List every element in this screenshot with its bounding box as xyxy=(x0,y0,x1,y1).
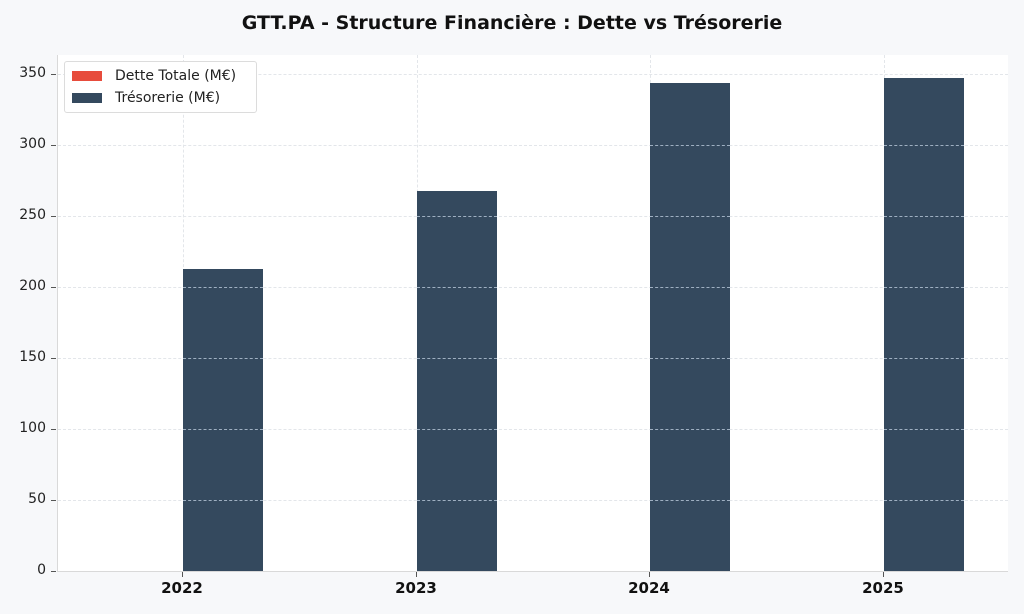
x-tick-mark xyxy=(883,572,884,577)
y-tick-mark xyxy=(51,428,56,430)
chart-title: GTT.PA - Structure Financière : Dette vs… xyxy=(241,12,783,34)
x-tick-label: 2024 xyxy=(628,579,670,597)
bar-gridline xyxy=(650,428,730,430)
x-tick-label: 2023 xyxy=(395,579,437,597)
plot-area xyxy=(57,55,1008,572)
h-gridline xyxy=(58,73,1008,75)
bar-tresorerie-2022 xyxy=(183,268,263,571)
h-gridline xyxy=(58,215,1008,217)
legend-swatch-tresorerie xyxy=(72,93,102,103)
legend-label-tresorerie: Trésorerie (M€) xyxy=(115,90,221,106)
bar-gridline xyxy=(650,286,730,288)
bar-gridline xyxy=(650,215,730,217)
bar-gridline xyxy=(884,357,964,359)
legend-item-dette: Dette Totale (M€) xyxy=(72,67,236,85)
bar-tresorerie-2024 xyxy=(650,83,730,571)
y-tick-label: 350 xyxy=(19,64,46,81)
x-tick-mark xyxy=(416,572,417,577)
y-tick-mark xyxy=(51,571,56,572)
h-gridline xyxy=(58,144,1008,146)
bar-gridline xyxy=(183,286,263,288)
y-tick-label: 0 xyxy=(37,562,46,578)
bar-gridline xyxy=(650,357,730,359)
bar-gridline xyxy=(884,499,964,501)
bar-gridline xyxy=(884,286,964,288)
bar-gridline xyxy=(417,428,497,430)
legend-item-tresorerie: Trésorerie (M€) xyxy=(72,89,220,107)
bar-gridline xyxy=(417,215,497,217)
y-tick-mark xyxy=(51,73,56,75)
h-gridline xyxy=(58,357,1008,359)
x-tick-label: 2022 xyxy=(161,579,203,597)
bar-gridline xyxy=(183,357,263,359)
y-tick-label: 200 xyxy=(19,277,46,294)
h-gridline xyxy=(58,428,1008,430)
h-gridline xyxy=(58,499,1008,501)
y-tick-mark xyxy=(51,499,56,501)
legend-swatch-dette xyxy=(72,71,102,81)
bar-gridline xyxy=(183,428,263,430)
bar-gridline xyxy=(417,357,497,359)
bar-gridline xyxy=(884,215,964,217)
bar-gridline xyxy=(884,144,964,146)
bar-gridline xyxy=(183,499,263,501)
y-tick-mark xyxy=(51,286,56,288)
bar-gridline xyxy=(650,499,730,501)
y-tick-label: 250 xyxy=(19,206,46,223)
legend-label-dette: Dette Totale (M€) xyxy=(115,68,237,84)
y-tick-mark xyxy=(51,144,56,146)
bar-gridline xyxy=(884,428,964,430)
h-gridline xyxy=(58,286,1008,288)
x-tick-mark xyxy=(649,572,650,577)
bar-gridline xyxy=(417,499,497,501)
bar-tresorerie-2025 xyxy=(884,78,964,571)
y-tick-mark xyxy=(51,215,56,217)
bar-gridline xyxy=(650,144,730,146)
bar-gridline xyxy=(417,286,497,288)
legend: Dette Totale (M€) Trésorerie (M€) xyxy=(64,61,257,113)
x-tick-label: 2025 xyxy=(862,579,904,597)
y-tick-label: 50 xyxy=(28,490,46,507)
y-tick-label: 150 xyxy=(19,348,46,365)
y-tick-mark xyxy=(51,357,56,359)
y-tick-label: 300 xyxy=(19,135,46,152)
bar-tresorerie-2023 xyxy=(417,191,497,571)
y-tick-label: 100 xyxy=(19,419,46,436)
x-tick-mark xyxy=(182,572,183,577)
